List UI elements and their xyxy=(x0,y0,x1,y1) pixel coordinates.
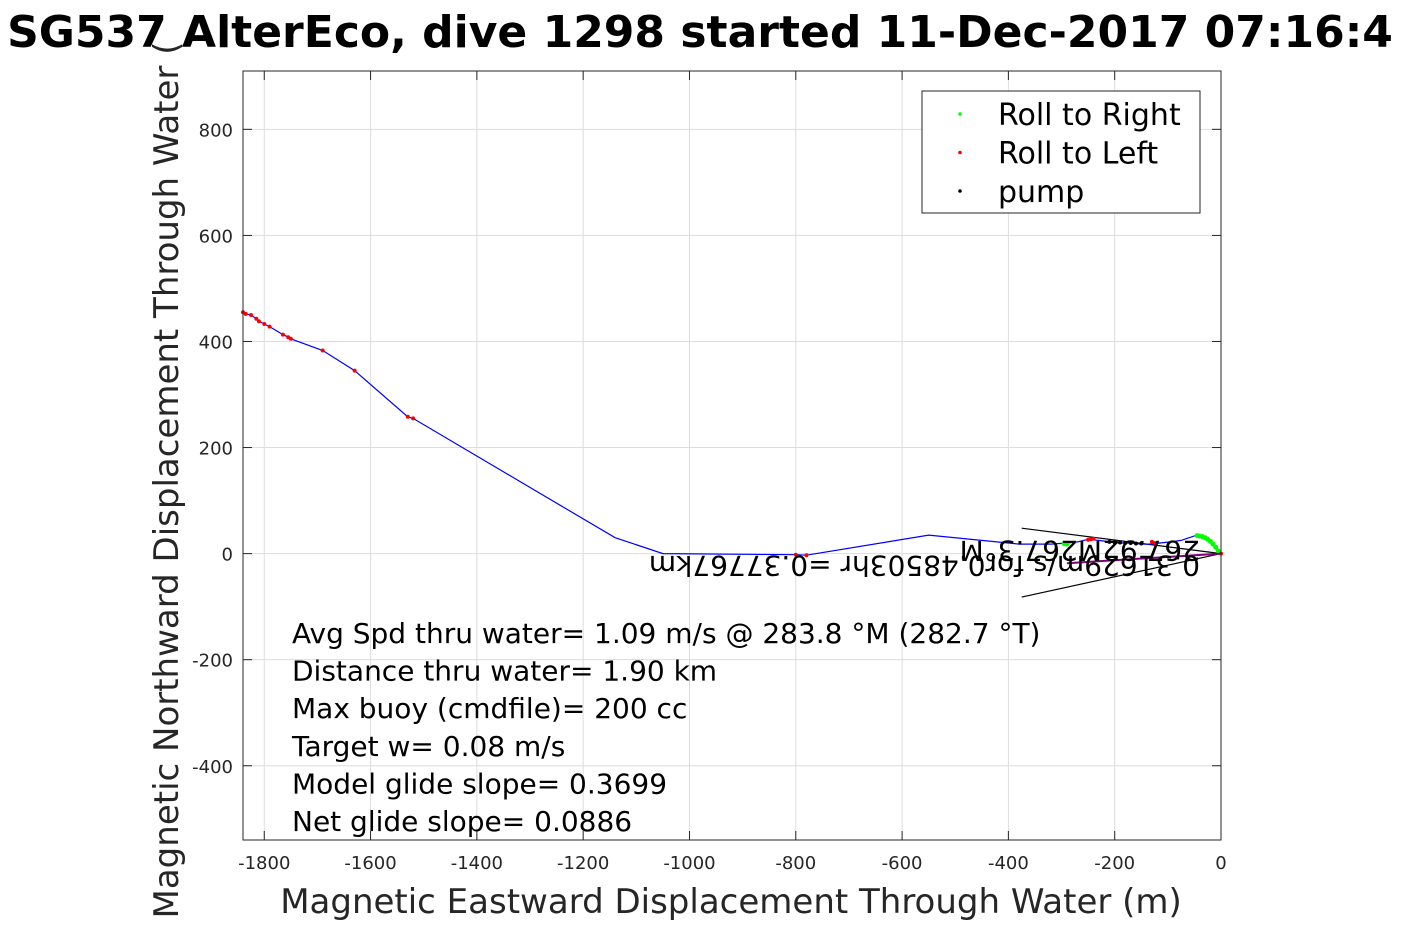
rotated-annotation-speed: 0.31629m/s for0.48503hr =0.37767km xyxy=(649,549,1200,582)
tick-layer: -1800 -1600 -1400 -1200 -1000 -800 -600 -400 -20… xyxy=(192,71,1227,874)
y-tick-label: -200 xyxy=(192,651,233,672)
y-tick-label: 200 xyxy=(199,439,233,460)
pump-point xyxy=(1139,541,1144,546)
annotation-line: Max buoy (cmdfile)= 200 cc xyxy=(292,692,687,725)
pump-point xyxy=(1134,541,1138,546)
pump-point xyxy=(1128,541,1133,545)
annotation-line: Target w= 0.08 m/s xyxy=(291,730,565,763)
roll-left-point xyxy=(405,414,410,419)
x-tick-label: -600 xyxy=(882,853,923,874)
x-tick-label: -1400 xyxy=(451,853,503,874)
x-tick-label: -800 xyxy=(775,853,816,874)
y-axis-title: Magnetic Northward Displacement Through … xyxy=(147,42,187,919)
x-tick-label: -1800 xyxy=(238,853,290,874)
x-tick-label: -1000 xyxy=(663,853,715,874)
current-vector xyxy=(1066,552,1222,565)
pump-point xyxy=(1112,540,1117,545)
legend-label: pump xyxy=(998,175,1084,210)
plot-frame xyxy=(242,70,1222,841)
annotation-line: Avg Spd thru water= 1.09 m/s @ 283.8 °M … xyxy=(292,617,1040,650)
roll-left-point xyxy=(804,553,809,558)
roll-left-point xyxy=(254,316,259,321)
legend-marker xyxy=(958,189,962,193)
legend-marker xyxy=(958,112,962,116)
roll-left-point xyxy=(1149,539,1154,544)
y-tick-label: 800 xyxy=(199,120,233,141)
roll-left-point xyxy=(280,332,285,337)
annotation-line: Model glide slope= 0.3699 xyxy=(292,767,667,800)
roll-right-point xyxy=(1194,533,1200,539)
roll-left-point xyxy=(256,319,261,324)
y-tick-label: 600 xyxy=(199,226,233,247)
annotation-block: Avg Spd thru water= 1.09 m/s @ 283.8 °M … xyxy=(291,617,1040,838)
series-layer xyxy=(241,310,1223,598)
chart-title: SG537 AlterEco, dive 1298 started 11-Dec… xyxy=(7,7,1393,58)
roll-left-point xyxy=(411,416,416,421)
roll-left-point xyxy=(267,324,272,329)
annotation-line: Distance thru water= 1.90 km xyxy=(292,655,717,688)
roll-left-point xyxy=(286,335,291,340)
legend-label: Roll to Right xyxy=(998,98,1181,133)
x-axis-title: Magnetic Eastward Displacement Through W… xyxy=(280,882,1182,922)
rotated-annotation-heading: 267.92M267.3°M xyxy=(960,534,1200,567)
x-tick-label: -1200 xyxy=(557,853,609,874)
x-tick-label: 0 xyxy=(1215,853,1226,874)
roll-left-point xyxy=(320,348,325,353)
roll-left-point xyxy=(793,552,798,557)
roll-left-point xyxy=(1086,537,1091,542)
pump-point xyxy=(1107,539,1112,544)
x-tick-label: -400 xyxy=(988,853,1029,874)
roll-right-point xyxy=(1061,541,1067,546)
x-tick-label: -200 xyxy=(1094,853,1135,874)
y-tick-label: 0 xyxy=(222,545,233,566)
legend-label: Roll to Left xyxy=(998,137,1158,172)
legend-box xyxy=(921,90,1201,214)
x-tick-label: -1600 xyxy=(344,853,396,874)
roll-left-point xyxy=(249,313,253,317)
roll-left-point xyxy=(262,322,267,326)
y-tick-label: -400 xyxy=(192,757,233,778)
y-tick-label: 400 xyxy=(199,332,233,353)
legend-marker xyxy=(958,150,962,155)
fan-line xyxy=(1021,553,1222,598)
pump-point xyxy=(1123,541,1128,545)
annotation-line: Net glide slope= 0.0886 xyxy=(292,805,632,838)
roll-left-point xyxy=(352,368,357,373)
fan-line xyxy=(1021,527,1222,555)
rotated-annotations: 0.31629m/s for0.48503hr =0.37767km 267.9… xyxy=(649,534,1200,582)
pump-point xyxy=(1118,540,1122,545)
